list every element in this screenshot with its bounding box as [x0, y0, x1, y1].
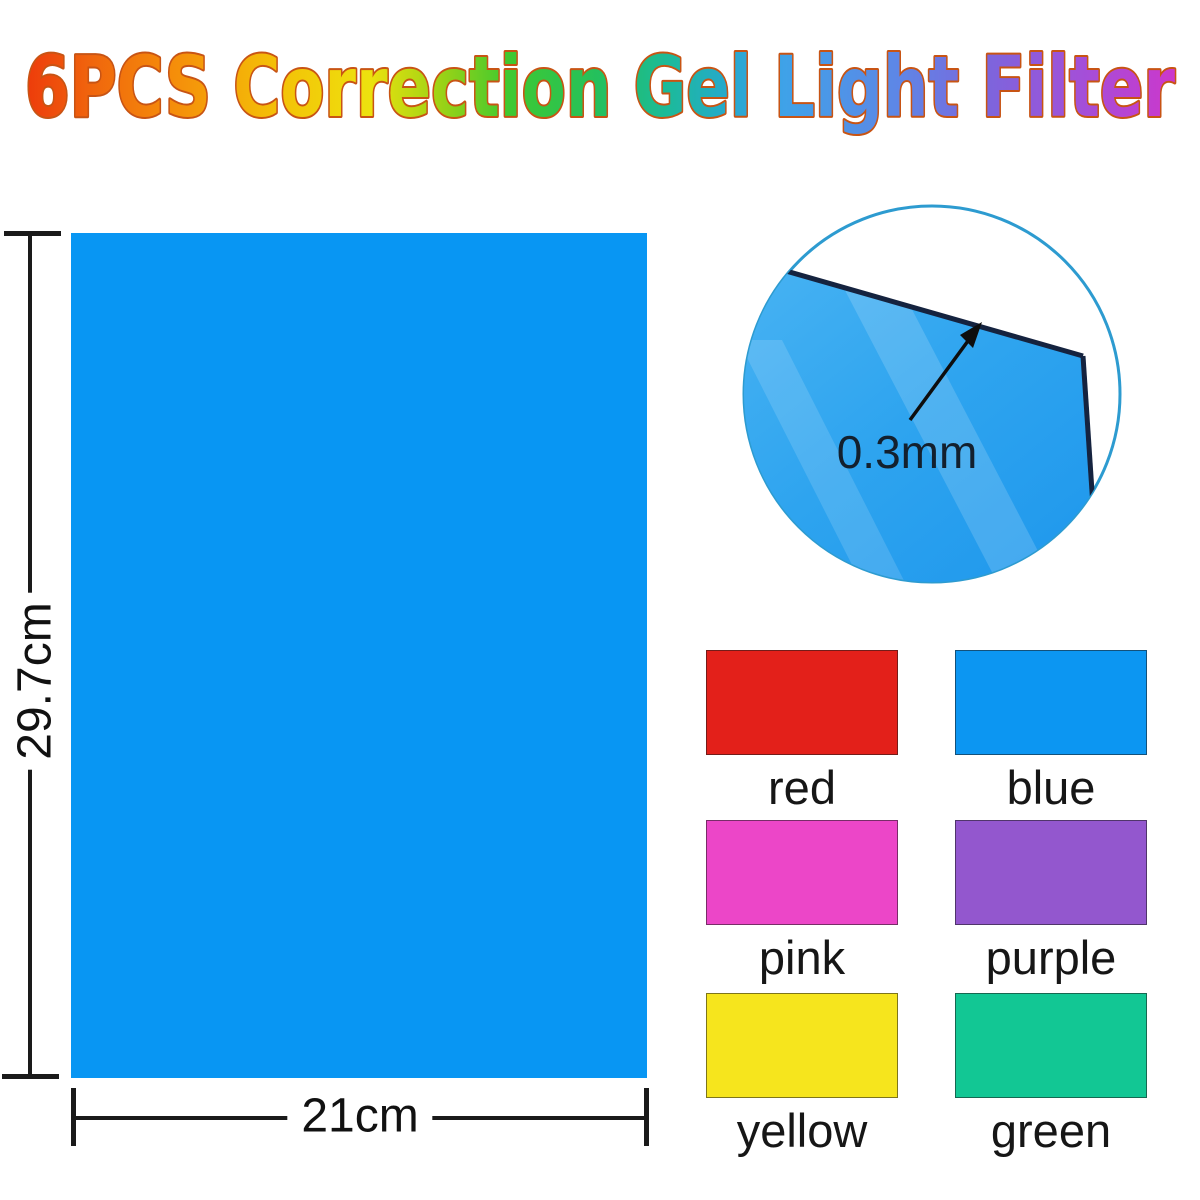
color-swatch-pink [706, 820, 898, 925]
width-dimension-tick-right [644, 1088, 649, 1146]
thickness-label: 0.3mm [837, 426, 978, 478]
swatch-cell-red: red [706, 650, 898, 811]
swatch-label-yellow: yellow [736, 1104, 868, 1157]
swatch-cell-green: green [955, 993, 1147, 1154]
page-title-graphic: 6PCS Correction Gel Light Filter [23, 36, 1177, 138]
swatch-label-green: green [990, 1104, 1112, 1157]
swatch-cell-blue: blue [955, 650, 1147, 811]
height-dimension-tick-bottom [2, 1074, 59, 1079]
color-swatch-yellow [706, 993, 898, 1098]
height-dimension-tick-top [4, 231, 61, 236]
color-swatch-purple [955, 820, 1147, 925]
swatch-label-pink: pink [758, 931, 846, 984]
color-swatch-red [706, 650, 898, 755]
height-dimension-label: 29.7cm [7, 592, 65, 770]
width-dimension-label: 21cm [287, 1090, 433, 1144]
page-title: 6PCS Correction Gel Light Filter [25, 38, 1175, 136]
swatch-cell-yellow: yellow [706, 993, 898, 1154]
magnified-gel-sheet [744, 263, 1100, 582]
width-dimension-tick-left [71, 1088, 76, 1146]
color-swatch-blue [955, 650, 1147, 755]
swatch-cell-purple: purple [955, 820, 1147, 981]
sheet-gloss-stripe [825, 252, 1075, 582]
swatch-cell-pink: pink [706, 820, 898, 981]
thickness-arrow-shaft [908, 328, 978, 422]
color-swatch-green [955, 993, 1147, 1098]
swatch-label-blue: blue [1006, 761, 1096, 814]
sheet-top-edge [757, 260, 1084, 359]
thickness-detail-circle: 0.3mm [742, 204, 1122, 584]
sheet-gloss-stripe [744, 340, 925, 582]
thickness-arrow-head [960, 322, 982, 348]
swatch-label-purple: purple [985, 931, 1117, 984]
swatch-label-red: red [768, 761, 836, 814]
gel-sheet-rectangle [71, 233, 647, 1078]
